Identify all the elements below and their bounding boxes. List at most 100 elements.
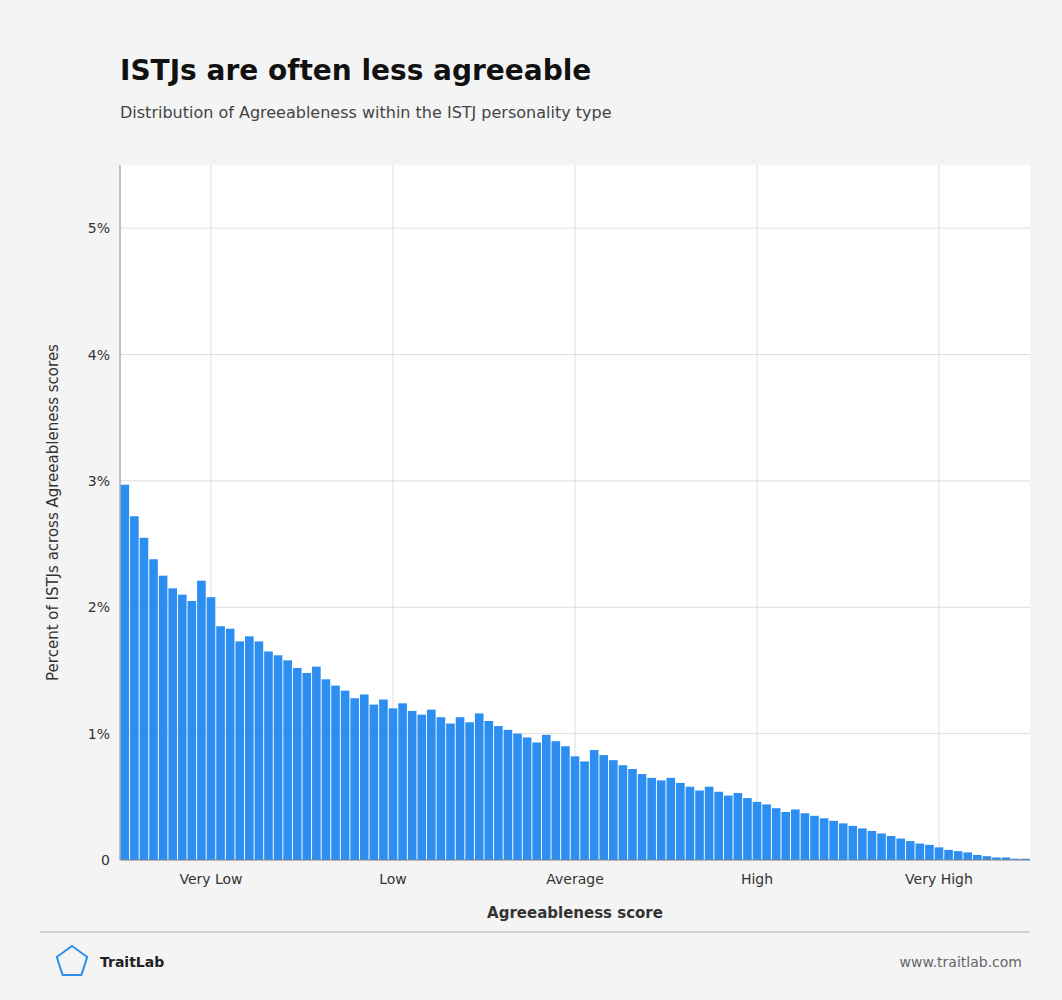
subtitle: Distribution of Agreeableness within the…	[120, 103, 611, 122]
bar	[906, 841, 915, 860]
bar	[781, 812, 790, 860]
bar	[705, 787, 714, 860]
bar	[255, 641, 264, 860]
bar	[159, 576, 168, 860]
bar	[523, 737, 532, 860]
bar	[532, 742, 541, 860]
bar	[973, 855, 982, 860]
x-axis-label: Agreeableness score	[487, 904, 663, 922]
bar	[274, 655, 283, 860]
bar	[322, 679, 331, 860]
bar	[868, 831, 877, 860]
x-axis: Very LowLowAverageHighVery High	[179, 165, 972, 887]
footer-left: TraitLab	[100, 954, 164, 970]
bar	[609, 760, 618, 860]
bar	[513, 734, 522, 860]
bar	[772, 808, 781, 860]
bar	[293, 668, 302, 860]
bar	[178, 595, 187, 860]
bar	[235, 641, 244, 860]
x-axis-line	[120, 860, 1030, 861]
bar	[820, 818, 829, 860]
bar	[283, 660, 292, 860]
bar	[350, 698, 359, 860]
bar	[188, 601, 197, 860]
x-tick-label: Low	[379, 871, 407, 887]
y-tick-label: 1%	[88, 726, 110, 742]
grid-line	[120, 860, 1030, 861]
bar	[417, 715, 426, 860]
bar	[216, 626, 225, 860]
bar	[925, 845, 934, 860]
bar	[714, 792, 723, 860]
bar	[896, 839, 905, 860]
bar	[370, 705, 379, 860]
y-axis: 01%2%3%4%5%	[88, 220, 1030, 868]
bar	[724, 796, 733, 860]
background	[0, 0, 1062, 1000]
y-tick-label: 3%	[88, 473, 110, 489]
bar	[379, 700, 388, 860]
bar	[935, 847, 944, 860]
bar	[552, 741, 561, 860]
logo	[57, 946, 87, 975]
bar	[695, 791, 704, 861]
bar	[762, 804, 771, 860]
bar	[666, 778, 675, 860]
bar	[829, 821, 838, 860]
bar	[437, 717, 446, 860]
bar	[120, 485, 129, 860]
x-tick-label: Average	[546, 871, 604, 887]
bar	[839, 823, 848, 860]
bar	[599, 755, 608, 860]
bar	[542, 735, 551, 860]
bar	[580, 761, 589, 860]
bar	[858, 828, 867, 860]
bar	[848, 826, 857, 860]
bar	[734, 793, 743, 860]
bar	[791, 809, 800, 860]
bar	[801, 813, 810, 860]
bar	[226, 629, 235, 860]
bar	[389, 708, 398, 860]
footer-separator	[40, 932, 1030, 933]
bar	[427, 710, 436, 860]
chart: ISTJs are often less agreeableDistributi…	[0, 0, 1062, 1000]
grid-line	[939, 165, 940, 860]
bar	[504, 730, 513, 860]
bar	[753, 802, 762, 860]
bar	[887, 836, 896, 860]
y-axis-line	[120, 165, 121, 860]
bar	[561, 746, 570, 860]
bars	[120, 485, 1029, 860]
footer-right: www.traitlab.com	[900, 954, 1022, 970]
bar	[676, 783, 685, 860]
bar	[207, 597, 216, 860]
bar	[743, 798, 752, 860]
bar	[446, 724, 455, 860]
y-tick-label: 4%	[88, 347, 110, 363]
bar	[963, 852, 972, 860]
bar	[916, 844, 925, 860]
x-tick-label: High	[741, 871, 773, 887]
grid-line	[575, 165, 576, 860]
y-tick-label: 5%	[88, 220, 110, 236]
bar	[628, 769, 637, 860]
bar	[312, 667, 321, 860]
bar	[475, 713, 484, 860]
bar	[341, 691, 350, 860]
bar	[302, 673, 311, 860]
y-tick-label: 0	[101, 852, 110, 868]
bar	[810, 816, 819, 860]
grid-line	[757, 165, 758, 860]
bar	[465, 722, 474, 860]
bar	[140, 538, 149, 860]
bar	[571, 756, 580, 860]
bar	[590, 750, 599, 860]
bar	[168, 588, 177, 860]
bar	[484, 721, 493, 860]
bar	[360, 694, 369, 860]
bar	[149, 559, 158, 860]
bar	[245, 636, 254, 860]
bar	[638, 774, 647, 860]
